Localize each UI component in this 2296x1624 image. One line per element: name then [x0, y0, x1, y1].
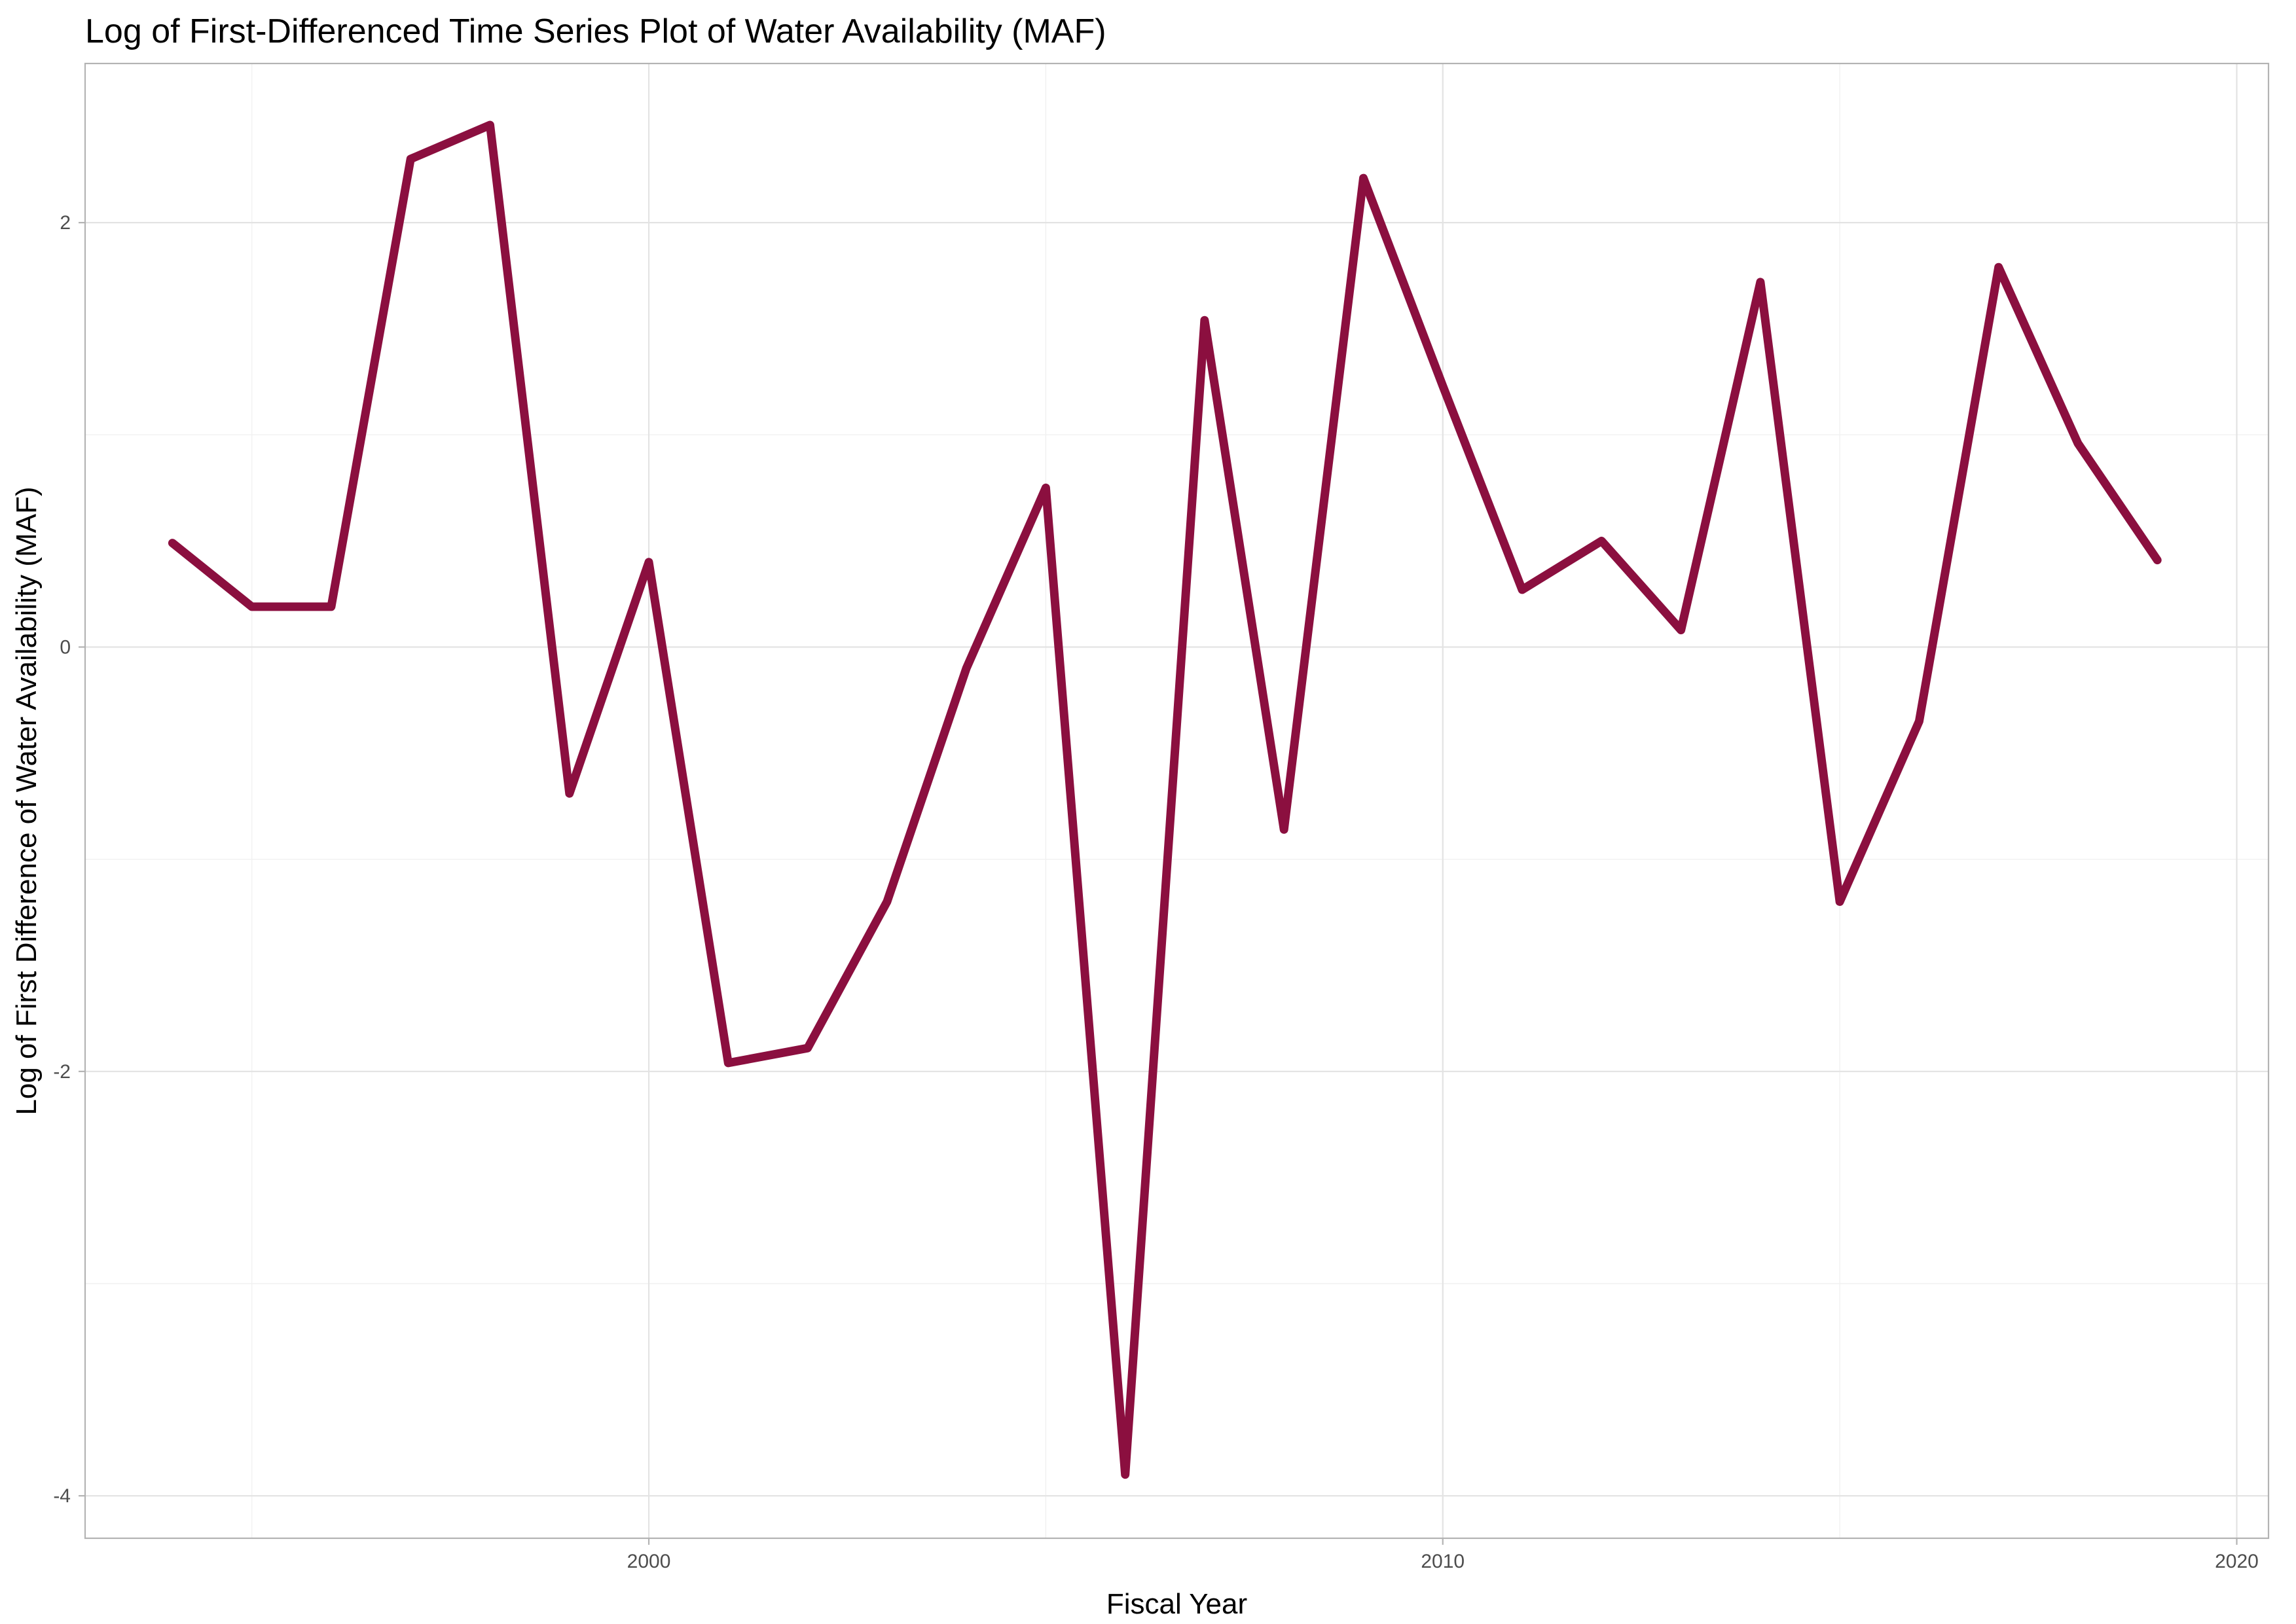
y-tick-label: 2	[60, 212, 71, 234]
y-tick-label: -4	[53, 1485, 71, 1507]
y-tick-label: 0	[60, 636, 71, 658]
grid	[85, 63, 2269, 1538]
y-axis-title: Log of First Difference of Water Availab…	[10, 486, 43, 1115]
series-layer	[168, 120, 2162, 1479]
x-tick-label: 2010	[1421, 1551, 1465, 1572]
x-tick-label: 2000	[627, 1551, 671, 1572]
series-line	[168, 120, 2162, 1479]
panel-border	[84, 62, 2270, 1540]
x-axis-title: Fiscal Year	[1106, 1588, 1247, 1620]
chart-title: Log of First-Differenced Time Series Plo…	[85, 12, 1106, 50]
y-tick-label: -2	[53, 1061, 71, 1083]
axes: 2000 2010 2020 -4 -2 0 2	[53, 212, 2259, 1572]
x-tick-label: 2020	[2215, 1551, 2259, 1572]
